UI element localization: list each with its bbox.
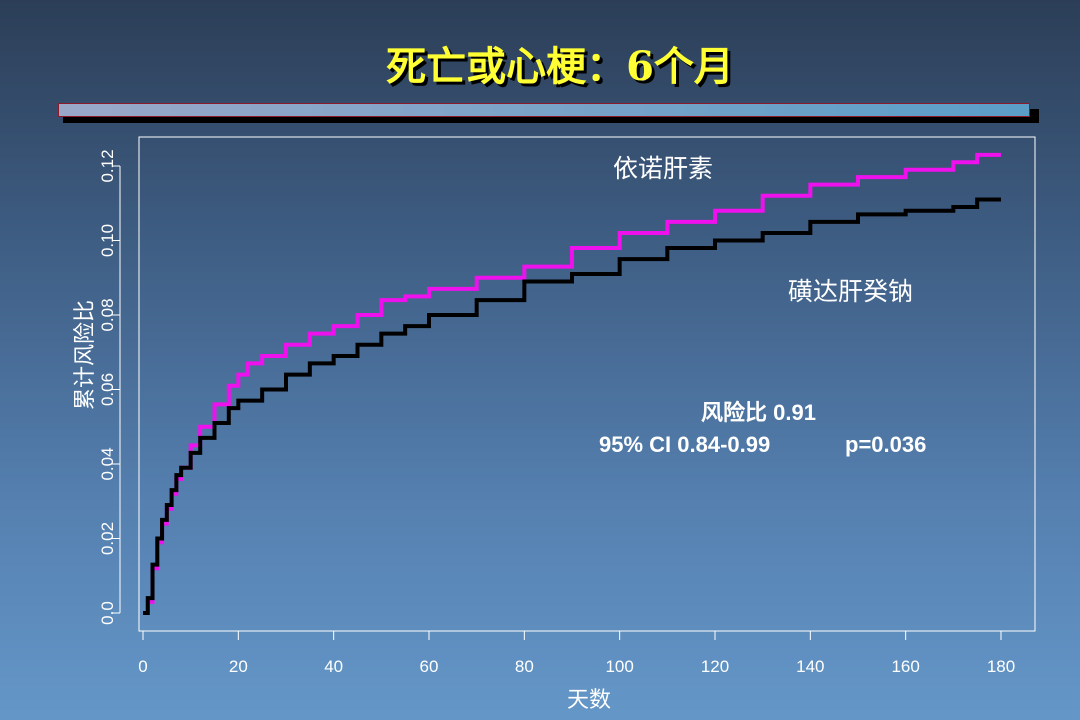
confidence-interval-text: 95% CI 0.84-0.99: [599, 432, 770, 457]
y-tick-label: 0.06: [98, 373, 117, 406]
series-layer: [143, 152, 1001, 615]
title-bar: [58, 103, 1030, 117]
y-axis-ticks: 0.0 0.02 0.04 0.06 0.08 0.10 0.12: [98, 149, 120, 625]
x-tick-label: 20: [229, 657, 248, 676]
series-label-enoxaparin: 依诺肝素: [613, 154, 713, 183]
y-tick-label: 0.12: [98, 149, 117, 182]
series-line-enoxaparin: [143, 152, 1001, 615]
plot-frame: [138, 136, 1036, 632]
x-tick-label: 60: [420, 657, 439, 676]
y-tick-label: 0.04: [98, 447, 117, 480]
x-tick-label: 180: [987, 657, 1015, 676]
series-label-fondaparinux: 磺达肝癸钠: [788, 277, 913, 306]
p-value-text: p=0.036: [845, 432, 926, 457]
x-tick-label: 140: [796, 657, 824, 676]
slide-title: 死亡或心梗：6个月: [386, 43, 734, 90]
x-tick-label: 40: [324, 657, 343, 676]
x-axis-ticks: 0 20 40 60 80 100 120 140 160 180: [138, 631, 1015, 676]
x-tick-label: 80: [515, 657, 534, 676]
x-tick-label: 120: [701, 657, 729, 676]
x-axis-title: 天数: [567, 688, 611, 713]
x-tick-label: 100: [605, 657, 633, 676]
y-tick-label: 0.08: [98, 298, 117, 331]
y-tick-label: 0.0: [98, 601, 117, 625]
x-tick-label: 0: [138, 657, 147, 676]
hazard-ratio-text: 风险比 0.91: [701, 400, 816, 425]
series-line-fondaparinux: [143, 197, 1001, 615]
y-tick-label: 0.02: [98, 522, 117, 555]
x-tick-label: 160: [891, 657, 919, 676]
y-axis-title: 累计风险比: [73, 300, 98, 410]
y-tick-label: 0.10: [98, 224, 117, 257]
